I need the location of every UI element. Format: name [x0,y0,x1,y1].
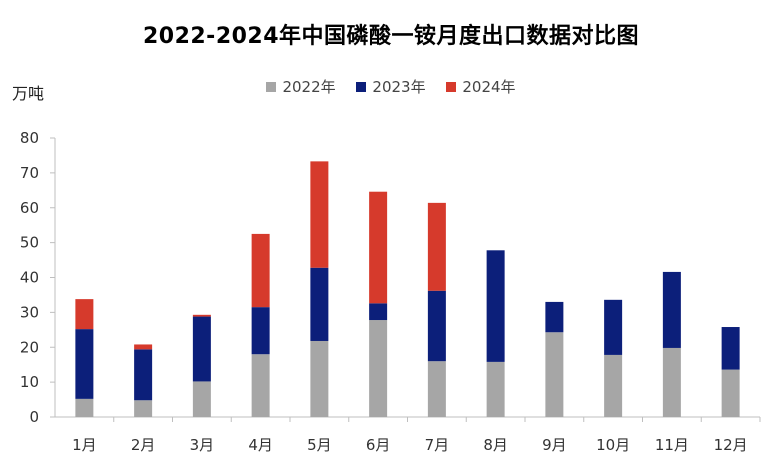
bar-2023-11 [662,271,681,348]
bar-2024-7 [427,202,446,291]
bar-2022-10 [604,354,623,417]
x-tick-label: 3月 [190,436,215,454]
bar-2023-2 [134,349,153,401]
bar-2023-5 [310,267,329,341]
legend: 2022年 2023年 2024年 [0,76,782,97]
bar-2023-8 [486,250,505,362]
x-tick-label: 5月 [307,436,332,454]
legend-label-2024: 2024年 [462,78,516,96]
bar-2023-4 [251,307,270,355]
x-tick-label: 6月 [366,436,391,454]
y-tick-label: 60 [20,199,39,217]
bar-2024-4 [251,233,270,308]
y-axis-unit-label: 万吨 [12,84,45,103]
bar-2024-5 [310,161,329,268]
legend-item-2022: 2022年 [266,76,336,97]
y-tick-label: 40 [20,269,39,287]
bar-2022-11 [662,347,681,417]
legend-swatch-2024 [446,81,457,92]
bar-2023-6 [369,303,388,321]
bar-2024-1 [75,299,94,330]
y-tick-label: 50 [20,234,39,252]
y-tick-label: 0 [29,408,39,426]
bar-2023-10 [604,299,623,355]
legend-label-2022: 2022年 [282,78,336,96]
bar-2022-4 [251,354,270,417]
y-tick-label: 30 [20,303,39,321]
x-tick-label: 2月 [131,436,156,454]
bar-2022-8 [486,361,505,417]
legend-label-2023: 2023年 [372,78,426,96]
y-tick-label: 10 [20,373,39,391]
y-tick-label: 70 [20,164,39,182]
bar-2022-9 [545,332,564,417]
x-tick-label: 10月 [596,436,630,454]
legend-swatch-2022 [266,81,277,92]
x-tick-label: 1月 [72,436,97,454]
x-tick-label: 4月 [248,436,273,454]
x-tick-label: 9月 [542,436,567,454]
bar-2022-7 [427,361,446,417]
legend-item-2024: 2024年 [446,76,516,97]
x-tick-label: 11月 [655,436,689,454]
bar-2024-2 [134,344,153,350]
bar-2022-3 [192,381,211,417]
bar-2023-12 [721,327,740,370]
bar-2024-3 [192,314,211,317]
y-tick-label: 80 [20,129,39,147]
bar-2024-6 [369,191,388,304]
x-tick-label: 8月 [483,436,508,454]
bar-2023-3 [192,316,211,382]
x-tick-label: 7月 [425,436,450,454]
legend-swatch-2023 [356,81,367,92]
bar-2023-7 [427,290,446,362]
legend-item-2023: 2023年 [356,76,426,97]
bar-2022-6 [369,320,388,417]
bar-2022-1 [75,398,94,417]
bar-2022-2 [134,400,153,417]
bar-2023-9 [545,301,564,333]
chart-title: 2022-2024年中国磷酸一铵月度出口数据对比图 [142,24,640,49]
x-tick-label: 12月 [714,436,748,454]
bar-2023-1 [75,329,94,399]
bar-2022-5 [310,340,329,417]
bar-2022-12 [721,369,740,417]
y-tick-label: 20 [20,338,39,356]
